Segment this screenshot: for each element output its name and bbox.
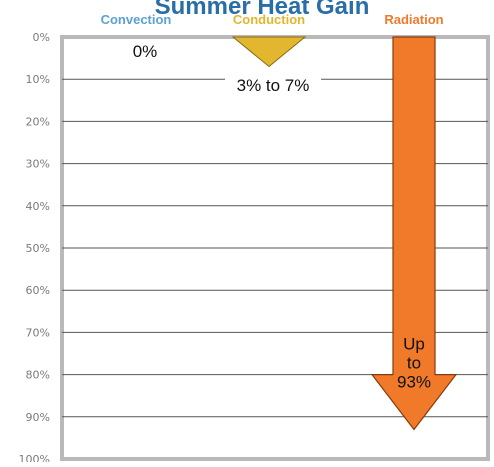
value-label-radiation-line: to [407, 353, 421, 372]
y-tick-label: 80% [26, 369, 50, 382]
category-header: Convection [101, 12, 172, 27]
y-tick-label: 70% [26, 326, 50, 339]
y-tick-label: 90% [26, 411, 50, 424]
value-label-conduction: 3% to 7% [237, 76, 310, 95]
y-tick-label: 10% [26, 73, 50, 86]
chart-title: Summer Heat Gain [155, 0, 370, 20]
category-header: Conduction [233, 12, 305, 27]
y-tick-label: 100% [19, 453, 50, 462]
value-label-bg [225, 71, 321, 95]
category-header: Radiation [384, 12, 443, 27]
y-tick-label: 30% [26, 158, 50, 171]
value-label-radiation-line: Up [403, 334, 425, 353]
y-tick-label: 20% [26, 115, 50, 128]
value-label-radiation-line: 93% [397, 372, 431, 391]
bar-radiation [370, 36, 458, 431]
y-tick-label: 40% [26, 200, 50, 213]
y-tick-label: 60% [26, 284, 50, 297]
y-tick-label: 0% [33, 31, 50, 44]
y-tick-label: 50% [26, 242, 50, 255]
value-label-convection: 0% [133, 42, 158, 61]
bar-conduction [231, 36, 307, 68]
